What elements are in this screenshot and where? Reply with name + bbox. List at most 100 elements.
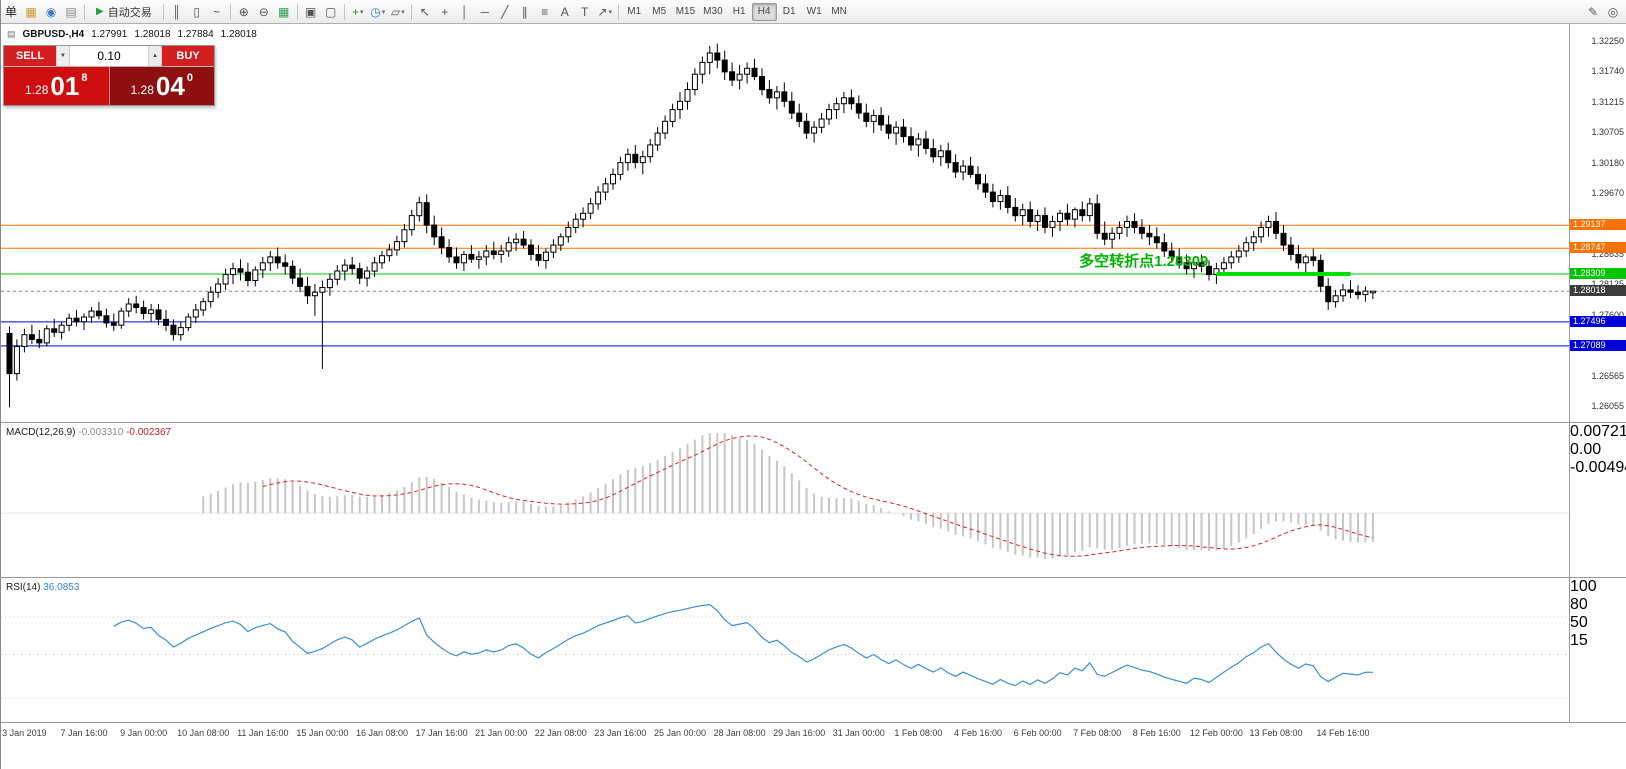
horizontal-line-icon[interactable]: ─ [475,2,495,22]
new-order-icon[interactable]: ▦ [21,2,41,22]
timeframe-h4-button[interactable]: H4 [751,2,777,21]
toolbar-separator [84,3,86,20]
time-axis[interactable]: 3 Jan 2019 7 Jan 16:00 9 Jan 00:00 10 Jan 0… [1,722,1626,746]
time-axis-label: 7 Jan 16:00 [60,728,108,738]
dropdown-arrow-icon: ▾ [359,8,364,16]
candlestick-chart[interactable] [1,24,1569,422]
time-axis-label: 28 Jan 08:00 [713,728,766,738]
add-indicator-icon[interactable]: + ▾ [348,2,368,22]
pivot-annotation[interactable]: 多空转折点1.28309 [1079,253,1209,271]
toolbar-separator [229,3,231,20]
vertical-line-icon[interactable]: │ [455,2,475,22]
price-axis-label: 1.28635 [1591,248,1624,259]
auto-arrange-icon[interactable]: ▣ [301,2,321,22]
rsi-panel[interactable]: RSI(14) 36.0853 100 80 50 15 [1,577,1626,722]
timeframe-m5-button[interactable]: M5 [647,3,672,21]
cursor-icon[interactable]: ↖ [415,2,435,22]
timeframe-h1-button[interactable]: H1 [727,3,752,21]
price-axis-label: 1.29670 [1591,187,1624,198]
channel-icon[interactable]: ∥ [515,2,535,22]
candlestick-chart-icon[interactable]: ▯ [187,2,207,22]
time-axis-label: 16 Jan 08:00 [355,728,409,738]
timeframe-mn-button[interactable]: MN [827,3,852,21]
rsi-axis-label: 15 [1570,632,1588,649]
timeframe-d1-button[interactable]: D1 [777,3,802,21]
rsi-axis-label: 50 [1570,614,1588,631]
volume-up-button[interactable]: ▲ [148,46,162,66]
pencil-icon[interactable]: ✎ [1583,2,1603,22]
toolbar-group: ↖ + │ ─ ╱ ∥ ≡ A T ↗ ▾ [415,2,615,22]
macd-label: MACD(12,26,9) -0.003310 -0.002367 [6,427,171,438]
buy-price-prefix: 1.28 [130,83,154,97]
time-axis-label: 23 Jan 16:00 [594,728,647,738]
symbol-header: ▤ GBPUSD-,H4 1.27991 1.28018 1.27884 1.2… [7,29,257,40]
time-axis-label: 12 Feb 00:00 [1189,728,1243,738]
timeframe-m1-button[interactable]: M1 [622,3,647,21]
autotrade-label: 自动交易 [107,6,152,19]
toolbar-group: + ▾ ◷ ▾ ▱ ▾ [348,2,408,22]
time-axis-label: 6 Feb 00:00 [1013,728,1062,738]
macd-axis-label: -0.004943 [1570,459,1626,476]
search-icon[interactable]: ◎ [1603,2,1623,22]
time-axis-label: 29 Jan 16:00 [773,728,826,738]
buy-button[interactable]: BUY [162,46,214,66]
rsi-name: RSI(14) [6,582,41,593]
buy-price[interactable]: 1.28 04 0 [108,67,214,105]
crosshair-icon[interactable]: + [435,2,455,22]
sell-price[interactable]: 1.28 01 8 [4,67,109,105]
macd-axis: 0.0072160.00-0.004943 [1569,423,1626,577]
periods-icon[interactable]: ◷ ▾ [368,2,388,22]
ohlc-low: 1.27884 [177,29,214,40]
metaquotes-icon[interactable]: ◉ [41,2,61,22]
dropdown-arrow-icon: ▾ [608,8,612,16]
tile-windows-icon[interactable]: ▦ [274,2,294,22]
menu-partial[interactable]: 单 [5,5,18,19]
buy-price-big: 04 [155,71,185,101]
zoom-in-icon[interactable]: ⊕ [234,2,254,22]
line-chart-icon[interactable]: ~ [207,2,227,22]
price-axis-label: 1.28125 [1591,278,1624,289]
bar-chart-icon[interactable]: ║ [167,2,187,22]
volume-input[interactable]: 0.10 [70,46,148,66]
ohlc-close: 1.28018 [220,29,257,40]
zoom-out-icon[interactable]: ⊖ [254,2,274,22]
macd-axis-label: 0.00 [1570,441,1602,458]
fibonacci-icon[interactable]: ≡ [535,2,555,22]
timeframe-w1-button[interactable]: W1 [802,3,827,21]
price-axis-label: 1.26055 [1591,400,1624,411]
sell-dropdown-button[interactable]: ▼ [56,46,70,66]
toolbar-separator [410,3,412,20]
time-axis-label: 14 Feb 16:00 [1316,728,1370,738]
rsi-label: RSI(14) 36.0853 [6,582,79,593]
arrows-icon[interactable]: ↗ ▾ [595,2,615,22]
toolbar-group: ║ ▯ ~ [167,2,227,22]
toolbar-separator [617,3,619,20]
price-level-badge: 1.29137 [1570,219,1626,231]
rsi-axis: 100 80 50 15 [1569,578,1626,722]
sell-button[interactable]: SELL [4,46,56,66]
text-icon[interactable]: A [555,2,575,22]
price-axis[interactable]: 1.32250 1.31740 1.31215 1.30705 1.30180 1.296… [1569,24,1626,422]
price-chart-panel[interactable]: ▤ GBPUSD-,H4 1.27991 1.28018 1.27884 1.2… [1,24,1626,422]
play-icon: ▶ [96,5,104,17]
macd-signal-value: -0.002367 [126,427,172,438]
price-axis-label: 1.30180 [1591,157,1624,168]
cascade-windows-icon[interactable]: ▢ [321,2,341,22]
macd-axis-label: 0.007216 [1570,423,1626,440]
template-icon[interactable]: ▱ ▾ [388,2,408,22]
time-axis-label: 4 Feb 16:00 [953,728,1003,738]
price-axis-label: 1.32250 [1591,35,1624,46]
time-axis-label: 13 Feb 08:00 [1249,728,1303,738]
price-level-badge: 1.27089 [1570,339,1626,351]
timeframe-m15-button[interactable]: M15 [672,3,699,21]
trendline-icon[interactable]: ╱ [495,2,515,22]
rsi-axis-label: 100 [1570,578,1597,595]
timeframe-m30-button[interactable]: M30 [699,3,726,21]
time-axis-label: 7 Feb 08:00 [1073,728,1122,738]
text-label-icon[interactable]: T [575,2,595,22]
autotrade-button[interactable]: ▶ 自动交易 [88,2,160,22]
macd-panel[interactable]: MACD(12,26,9) -0.003310 -0.002367 0.0072… [1,422,1626,577]
market-watch-icon[interactable]: ▤ [61,2,81,22]
toolbar-group-right: ✎ ◎ [1583,2,1623,22]
